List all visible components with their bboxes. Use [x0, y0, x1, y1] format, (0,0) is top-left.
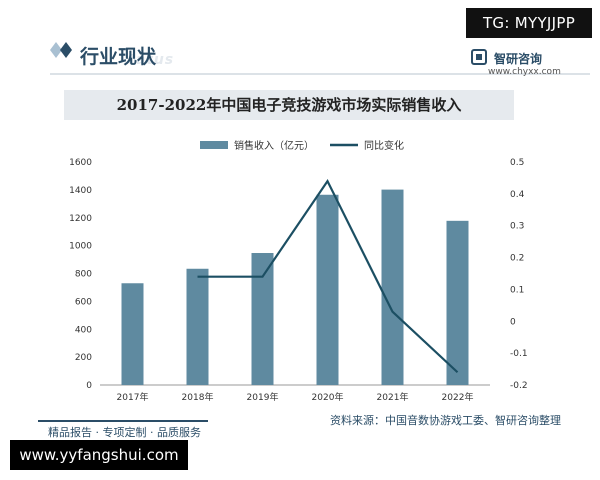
bar [446, 220, 469, 385]
y-left-tick-label: 1200 [69, 214, 92, 224]
line-series-yoy [197, 178, 459, 374]
brand-url: www.chyxx.com [488, 67, 561, 77]
brand-name: 智研咨询 [494, 52, 543, 66]
bar [251, 253, 274, 385]
y-right-tick-label: 0.1 [510, 285, 524, 295]
header-title: 行业现状 [80, 46, 157, 68]
footer-divider [38, 420, 208, 422]
y-right-tick-label: 0.5 [510, 158, 524, 168]
y-right-tick-label: 0.3 [510, 222, 524, 232]
x-tick-label: 2017年 [117, 391, 149, 403]
diamond-icon [50, 42, 72, 58]
source-text: 资料来源：中国音数协游戏工委、智研咨询整理 [330, 414, 561, 427]
header-divider [50, 73, 590, 75]
x-tick-label: 2020年 [312, 391, 344, 403]
x-tick-label: 2022年 [442, 391, 474, 403]
y-right-tick-label: 0.4 [510, 190, 525, 200]
brand-logo-icon [471, 49, 487, 65]
x-tick-label: 2021年 [377, 391, 409, 403]
legend-label-bar: 销售收入（亿元） [234, 139, 314, 152]
y-left-tick-label: 0 [86, 381, 92, 391]
y-left-tick-label: 1400 [69, 186, 92, 196]
y-right-tick-label: -0.2 [510, 381, 528, 391]
x-tick-label: 2018年 [182, 391, 214, 403]
y-left-tick-label: 400 [75, 325, 92, 335]
bar [186, 268, 209, 385]
x-tick-label: 2019年 [247, 391, 279, 403]
bar [316, 194, 339, 385]
y-right-tick-label: 0 [510, 317, 516, 327]
tg-badge: TG: MYYJJPP [466, 8, 592, 38]
y-left-tick-label: 1600 [69, 158, 92, 168]
y-right-tick-label: 0.2 [510, 254, 524, 264]
y-right-tick-label: -0.1 [510, 349, 528, 359]
chart-title-band [64, 90, 514, 120]
bar [121, 283, 144, 385]
footer-text: 精品报告 · 专项定制 · 品质服务 [48, 426, 201, 439]
legend-label-line: 同比变化 [364, 139, 404, 152]
bar [381, 189, 404, 385]
legend-swatch-bar [200, 141, 228, 149]
site-badge: www.yyfangshui.com [10, 440, 188, 470]
header-watermark: tatus [128, 52, 175, 68]
y-left-tick-label: 800 [75, 270, 92, 280]
y-left-tick-label: 200 [75, 353, 92, 363]
chart-title: 2017-2022年中国电子竞技游戏市场实际销售收入 [116, 96, 462, 114]
y-left-tick-label: 1000 [69, 242, 92, 252]
y-left-tick-label: 600 [75, 297, 92, 307]
